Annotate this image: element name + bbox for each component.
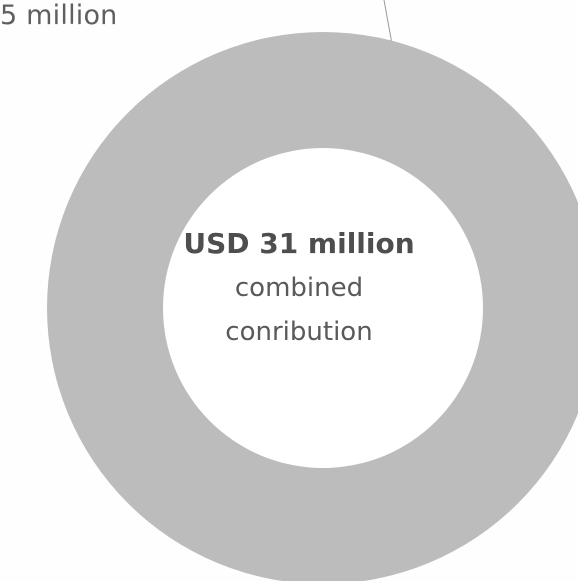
callout-leader-line: [383, 0, 393, 45]
center-label: USD 31 million combined conribution: [149, 222, 449, 354]
callout-label: 5 million: [0, 0, 118, 31]
donut-hole: [163, 148, 483, 468]
center-amount: USD 31 million: [183, 227, 415, 260]
center-line-1: combined: [234, 273, 364, 303]
center-line-2: conribution: [225, 317, 373, 347]
